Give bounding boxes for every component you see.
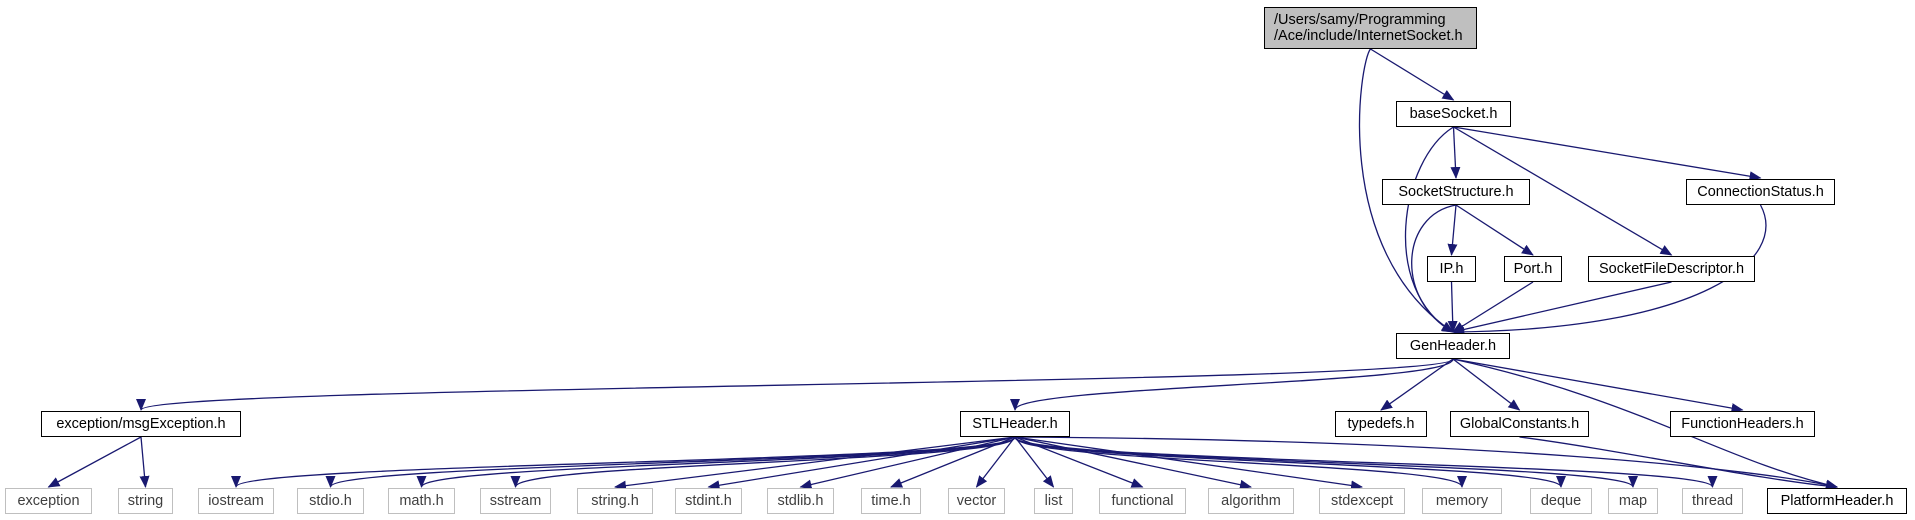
header-node-algorithm: algorithm (1208, 488, 1294, 514)
header-node-ip[interactable]: IP.h (1427, 256, 1476, 282)
header-node-exception: exception (5, 488, 92, 514)
header-node-iostream: iostream (198, 488, 274, 514)
edge-stlheader-to-sstream (510, 436, 1016, 488)
header-node-stringh: string.h (577, 488, 653, 514)
header-node-list: list (1034, 488, 1073, 514)
edge-stlheader-to-stringh (614, 436, 1016, 491)
edge-stlheader-to-deque (1014, 436, 1566, 488)
header-node-stdlib: stdlib.h (767, 488, 834, 514)
header-node-sstream: sstream (480, 488, 551, 514)
edge-stlheader-to-math (416, 436, 1016, 488)
header-node-connection-status[interactable]: ConnectionStatus.h (1686, 179, 1835, 205)
edge-connection-status-to-gen-header (1452, 204, 1767, 337)
edge-stlheader-to-time (890, 436, 1016, 488)
edge-stlheader-to-stdint (707, 436, 1016, 491)
edge-stlheader-to-platform-header (1014, 436, 1838, 490)
header-node-gen-header[interactable]: GenHeader.h (1396, 333, 1510, 359)
edge-gen-header-to-function-headers (1452, 358, 1744, 414)
header-node-base-socket[interactable]: baseSocket.h (1396, 101, 1511, 127)
header-node-platform-header[interactable]: PlatformHeader.h (1767, 488, 1907, 514)
edge-root-to-base-socket (1370, 48, 1455, 101)
header-node-msg-exception[interactable]: exception/msgException.h (41, 411, 241, 437)
edge-base-socket-to-gen-header (1404, 126, 1454, 333)
edge-stlheader-to-memory (1014, 436, 1467, 488)
header-node-global-constants[interactable]: GlobalConstants.h (1450, 411, 1589, 437)
edge-stlheader-to-list (1014, 436, 1055, 488)
header-node-port[interactable]: Port.h (1504, 256, 1562, 282)
edge-stlheader-to-vector (975, 436, 1016, 488)
edge-stlheader-to-algorithm (1014, 436, 1252, 490)
edge-gen-header-to-msg-exception (136, 358, 1454, 411)
header-node-math: math.h (388, 488, 455, 514)
header-node-function-headers[interactable]: FunctionHeaders.h (1670, 411, 1815, 437)
header-node-functional: functional (1099, 488, 1186, 514)
edge-socket-file-descriptor-to-gen-header (1452, 281, 1672, 335)
edge-global-constants-to-platform-header (1519, 436, 1838, 491)
edge-stlheader-to-stdlib (799, 436, 1016, 490)
header-node-socket-file-descriptor[interactable]: SocketFileDescriptor.h (1588, 256, 1755, 282)
root-file-path-line2: /Ace/include/InternetSocket.h (1274, 28, 1463, 44)
header-node-socket-structure[interactable]: SocketStructure.h (1382, 179, 1530, 205)
edge-msg-exception-to-string (139, 436, 150, 488)
edge-gen-header-to-typedefs (1380, 358, 1454, 411)
edge-root-to-gen-header (1358, 48, 1454, 333)
header-node-map: map (1608, 488, 1658, 514)
header-node-memory: memory (1422, 488, 1502, 514)
header-node-string: string (118, 488, 173, 514)
header-node-thread: thread (1682, 488, 1743, 514)
edge-base-socket-to-socket-file-descriptor (1453, 126, 1673, 256)
edge-socket-structure-to-port (1455, 204, 1534, 256)
edge-stlheader-to-stdio (325, 436, 1016, 488)
edge-base-socket-to-connection-status (1453, 126, 1762, 182)
edge-gen-header-to-stlheader (1010, 358, 1454, 411)
header-node-stdio: stdio.h (297, 488, 364, 514)
edge-ip-to-gen-header (1447, 281, 1458, 333)
edge-stlheader-to-thread (1014, 436, 1718, 488)
edge-socket-structure-to-gen-header (1411, 204, 1457, 333)
header-node-stlheader[interactable]: STLHeader.h (960, 411, 1070, 437)
header-node-deque: deque (1530, 488, 1592, 514)
edge-msg-exception-to-exception (47, 436, 142, 488)
edge-gen-header-to-global-constants (1452, 358, 1521, 411)
edge-socket-structure-to-ip (1447, 204, 1458, 256)
header-node-stdint: stdint.h (675, 488, 742, 514)
root-file-node: /Users/samy/Programming /Ace/include/Int… (1264, 7, 1477, 49)
root-file-path-line1: /Users/samy/Programming (1274, 12, 1446, 28)
edge-base-socket-to-socket-structure (1450, 126, 1461, 179)
edge-stlheader-to-stdexcept (1014, 436, 1363, 491)
header-node-vector: vector (948, 488, 1005, 514)
header-node-stdexcept: stdexcept (1319, 488, 1405, 514)
header-node-typedefs[interactable]: typedefs.h (1335, 411, 1427, 437)
header-node-time: time.h (861, 488, 921, 514)
edge-port-to-gen-header (1452, 281, 1534, 333)
